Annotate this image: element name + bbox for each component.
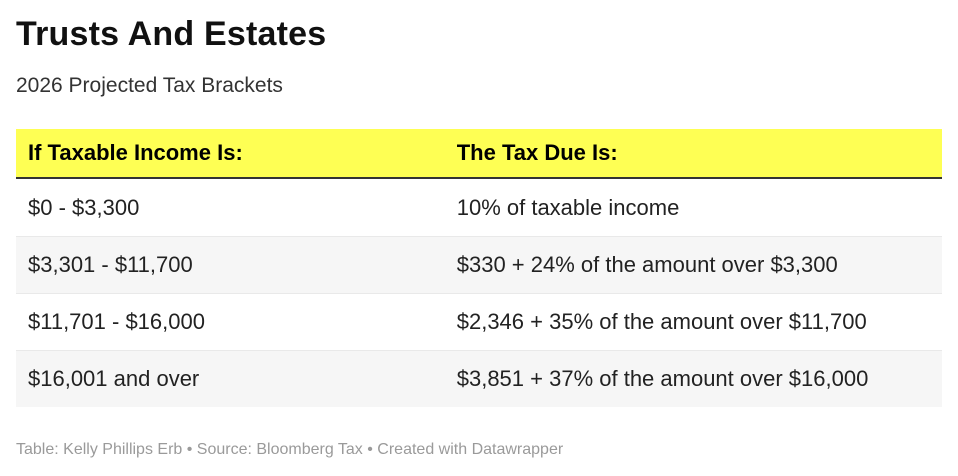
table-row: $16,001 and over $3,851 + 37% of the amo… (16, 350, 942, 407)
cell-income-range: $16,001 and over (28, 366, 200, 391)
table-header-row: If Taxable Income Is: The Tax Due Is: (16, 129, 942, 179)
cell-income-range: $11,701 - $16,000 (28, 309, 205, 334)
table-row: $3,301 - $11,700 $330 + 24% of the amoun… (16, 236, 942, 293)
table-row: $11,701 - $16,000 $2,346 + 35% of the am… (16, 293, 942, 350)
tax-brackets-table: If Taxable Income Is: The Tax Due Is: $0… (16, 129, 942, 407)
cell-income-range: $0 - $3,300 (28, 194, 140, 220)
cell-tax-due: $2,346 + 35% of the amount over $11,700 (456, 309, 867, 334)
table-row: $0 - $3,300 10% of taxable income (16, 179, 942, 236)
cell-income-range: $3,301 - $11,700 (28, 252, 193, 277)
footer-credit: Table: Kelly Phillips Erb • Source: Bloo… (16, 441, 564, 458)
cell-tax-due: 10% of taxable income (456, 194, 680, 220)
column-header-taxable-income: If Taxable Income Is: (28, 140, 243, 165)
cell-tax-due: $3,851 + 37% of the amount over $16,000 (456, 366, 869, 391)
page-subtitle: 2026 Projected Tax Brackets (16, 74, 283, 97)
page-title: Trusts And Estates (16, 15, 327, 53)
cell-tax-due: $330 + 24% of the amount over $3,300 (456, 252, 838, 277)
column-header-tax-due: The Tax Due Is: (456, 140, 618, 165)
